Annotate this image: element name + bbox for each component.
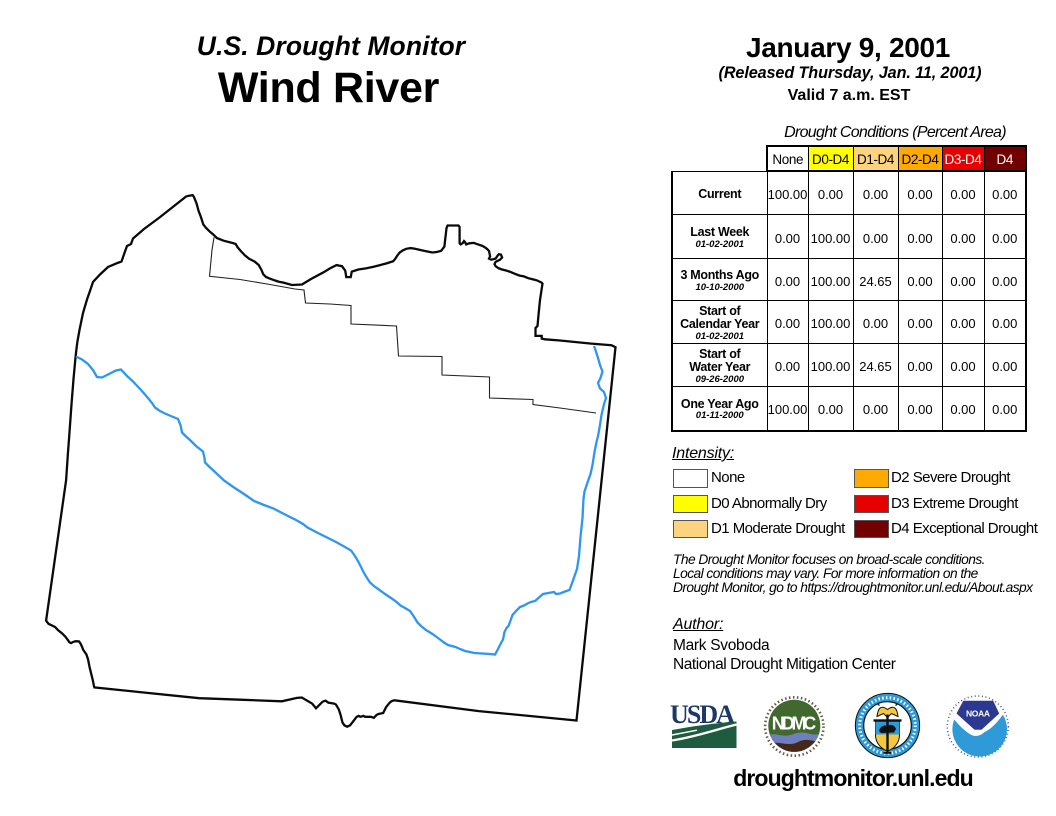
svg-text:NOAA: NOAA [966, 709, 990, 719]
svg-text:NDMC: NDMC [772, 714, 817, 734]
